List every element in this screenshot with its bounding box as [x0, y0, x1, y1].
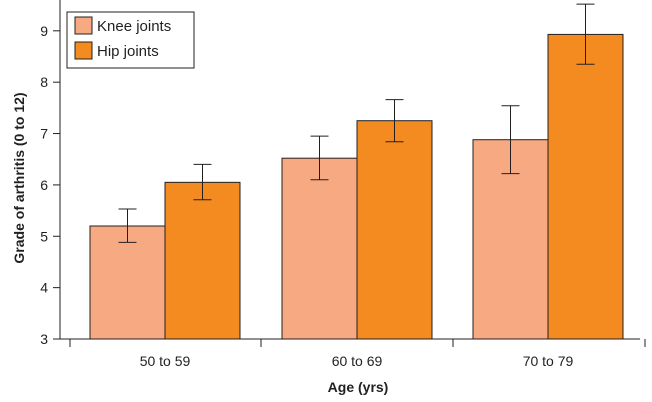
x-axis-title: Age (yrs)	[328, 379, 389, 395]
bar-hip-1	[164, 181, 241, 340]
axes-layer: 3 4 5 6 7 8 9 50 to 59 60 to 69 70 to 79	[40, 0, 646, 369]
error-bars-layer	[118, 3, 595, 243]
y-tick-label-4: 4	[40, 280, 48, 296]
bar-knee-2	[281, 157, 358, 340]
bars-layer	[89, 33, 624, 340]
y-axis-title: Grade of arthritis (0 to 12)	[11, 92, 27, 263]
x-tick-label-2: 60 to 69	[332, 353, 383, 369]
legend-swatch-1	[74, 16, 93, 35]
legend-label-2: Hip joints	[97, 43, 159, 60]
bar-hip-3	[547, 33, 624, 340]
x-tick-label-3: 70 to 79	[523, 353, 574, 369]
legend: Knee joints Hip joints	[66, 11, 195, 69]
legend-label-1: Knee joints	[97, 18, 171, 35]
y-tick-label-8: 8	[40, 74, 48, 90]
x-tick-label-1: 50 to 59	[140, 353, 191, 369]
y-tick-label-3: 3	[40, 331, 48, 347]
y-tick-label-6: 6	[40, 177, 48, 193]
y-tick-label-5: 5	[40, 228, 48, 244]
bar-knee-1	[89, 225, 166, 340]
y-tick-label-9: 9	[40, 23, 48, 39]
bar-hip-2	[356, 120, 433, 340]
legend-swatch-2	[74, 41, 93, 60]
y-tick-label-7: 7	[40, 126, 48, 142]
